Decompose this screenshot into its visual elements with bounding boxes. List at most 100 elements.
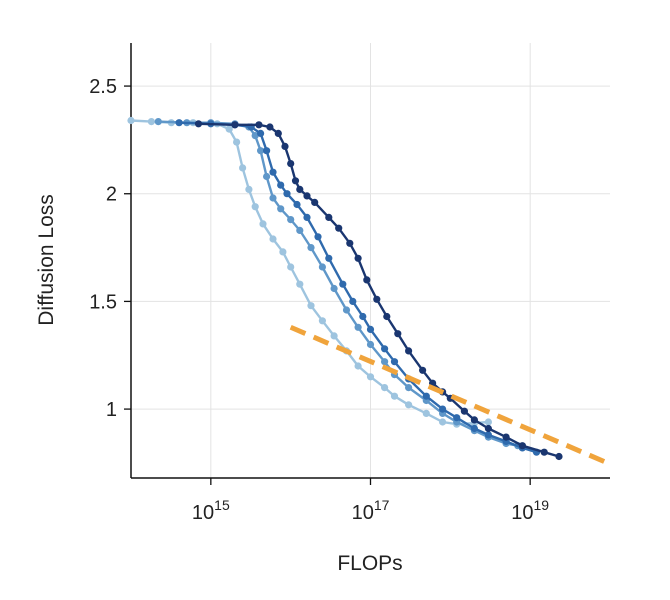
series-point <box>349 297 357 305</box>
y-tick-label: 2.5 <box>89 76 117 98</box>
series-point <box>422 392 430 400</box>
series-point <box>330 284 338 293</box>
series-point <box>296 185 304 193</box>
series-point <box>342 306 351 314</box>
series-point <box>257 147 265 155</box>
series-point <box>439 418 447 426</box>
series-point <box>366 325 375 333</box>
series-point <box>303 213 311 221</box>
series-point <box>287 216 295 224</box>
fit-line <box>289 324 610 467</box>
series-point <box>518 442 527 450</box>
series-point <box>373 295 381 303</box>
x-tick-label: 1017 <box>352 497 390 524</box>
series-point <box>263 147 271 155</box>
series-point <box>269 168 277 176</box>
series-point <box>225 125 233 133</box>
series-point <box>354 254 362 262</box>
series-point <box>390 392 399 400</box>
series-point <box>502 433 510 441</box>
series-point <box>346 239 354 247</box>
series-point <box>354 323 362 331</box>
series-point <box>283 190 291 198</box>
series-point <box>484 424 492 433</box>
x-tick-label: 1019 <box>511 497 549 524</box>
series-point <box>269 194 277 202</box>
series-point <box>540 448 548 456</box>
series-point <box>231 121 239 129</box>
series-point <box>147 118 155 126</box>
y-axis-title: Diffusion Loss <box>35 194 58 326</box>
series-line <box>129 119 490 426</box>
series-point <box>251 132 259 140</box>
series-point <box>366 340 375 349</box>
series-point <box>281 142 289 150</box>
series-point <box>394 330 402 338</box>
x-axis-title: FLOPs <box>337 552 402 575</box>
series-line <box>177 121 538 454</box>
series-point <box>175 119 183 127</box>
series-point <box>363 276 371 284</box>
series-point <box>405 347 413 355</box>
series-point <box>555 452 563 461</box>
series-3 <box>175 119 541 456</box>
series-point <box>383 312 391 321</box>
series-point <box>470 424 478 433</box>
series-point <box>359 312 367 321</box>
tick-labels: 1015 1017 1019 1 1.5 2 2.5 <box>89 76 549 524</box>
series-point <box>274 129 282 137</box>
series-point <box>470 416 478 424</box>
series-point <box>325 213 333 221</box>
series <box>127 116 563 461</box>
y-tick-label: 2 <box>106 184 117 206</box>
series-2 <box>154 118 522 450</box>
series-point <box>251 203 259 211</box>
series-point <box>269 235 277 243</box>
series-line <box>157 120 519 447</box>
grid-lines <box>131 43 610 478</box>
series-point <box>263 172 271 181</box>
series-point <box>293 200 301 209</box>
series-point <box>484 418 492 426</box>
series-point <box>239 164 247 172</box>
series-point <box>381 345 389 353</box>
series-point <box>291 177 300 185</box>
series-point <box>405 384 413 392</box>
series-point <box>381 358 389 366</box>
series-point <box>277 181 285 189</box>
series-point <box>307 244 315 252</box>
series-point <box>259 220 267 228</box>
series-point <box>303 192 311 200</box>
series-point <box>257 129 265 137</box>
y-tick-label: 1.5 <box>89 291 117 313</box>
series-point <box>381 384 389 392</box>
series-1 <box>127 116 492 428</box>
series-point <box>453 414 461 422</box>
series-point <box>277 205 285 213</box>
series-point <box>405 401 413 409</box>
series-point <box>279 248 287 256</box>
series-point <box>154 118 162 126</box>
series-point <box>354 362 362 370</box>
series-point <box>255 121 263 129</box>
series-point <box>439 405 447 413</box>
series-4 <box>194 120 563 461</box>
series-point <box>194 120 203 128</box>
series-point <box>325 254 333 262</box>
series-point <box>419 366 427 374</box>
series-point <box>296 280 304 288</box>
series-point <box>233 138 241 146</box>
series-point <box>245 185 253 193</box>
series-point <box>318 317 326 325</box>
series-point <box>296 226 304 234</box>
series-point <box>390 358 399 366</box>
series-point <box>318 263 326 271</box>
series-point <box>460 407 468 415</box>
series-point <box>335 224 343 232</box>
series-point <box>339 280 347 288</box>
series-point <box>266 123 274 131</box>
series-point <box>314 233 322 241</box>
series-point <box>311 198 319 206</box>
